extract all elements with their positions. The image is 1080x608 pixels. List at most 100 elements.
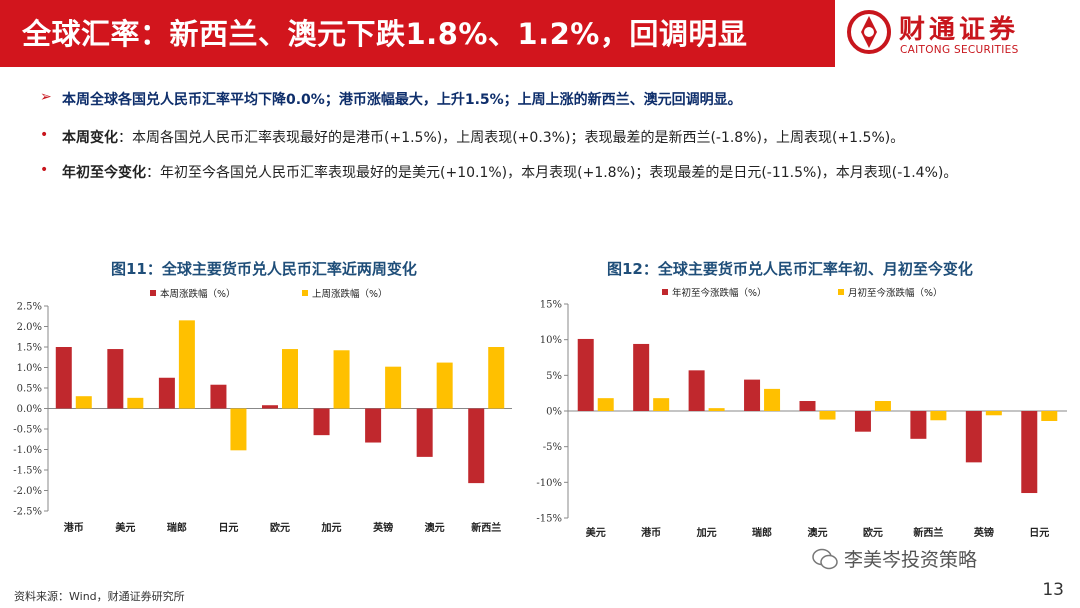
chart1-y-tick-label: -0.5% [13, 425, 42, 436]
dot-bullet-icon: • [40, 162, 49, 178]
chart2-bar-a [633, 343, 650, 411]
chart1-y-tick-label: -2.0% [13, 486, 42, 497]
chart1-legend-label: 本周涨跌幅（%） [160, 288, 236, 300]
chart1-y-tick-label: 1.5% [17, 343, 42, 354]
chart1-category-label: 加元 [321, 521, 342, 534]
chart1-bar-b [488, 347, 505, 409]
chart2-bar-a [688, 370, 705, 411]
chart2-y-tick-label: 5% [546, 371, 562, 382]
chart1-bar-b [75, 396, 92, 409]
logo-text-en: CAITONG SECURITIES [900, 44, 1019, 56]
chart1-bar-a [210, 384, 227, 409]
chart1-bar-b [230, 408, 247, 451]
dot-bullet-icon: • [40, 127, 49, 143]
chart2-bar-a [854, 411, 871, 432]
chart1-category-label: 日元 [218, 522, 238, 534]
chart1-y-tick-label: 1.0% [17, 363, 42, 374]
chart1-bar-a [313, 408, 330, 436]
wechat-icon [812, 548, 838, 570]
watermark-text: 李美岑投资策略 [844, 549, 978, 571]
chart1-y-tick-label: -1.5% [13, 466, 42, 477]
chart2-y-tick-label: 0% [546, 407, 562, 418]
chart1-bar-a [365, 408, 382, 443]
chart2-y-tick-label: -15% [536, 514, 562, 525]
chart1-y-tick-label: -2.5% [13, 507, 42, 518]
chart2-category-label: 港币 [641, 526, 661, 539]
weekly-text: ：本周各国兑人民币汇率表现最好的是港币(+1.5%)，上周表现(+0.3%)；表… [118, 130, 905, 146]
chart2-legend-swatch [838, 289, 844, 295]
chart1-category-label: 澳元 [425, 521, 445, 534]
chart1-bar-a [468, 408, 485, 484]
page-title: 全球汇率：新西兰、澳元下跌1.8%、1.2%，回调明显 [22, 17, 748, 51]
chart1-bar-a [107, 349, 124, 409]
chart2-bar-b [764, 388, 781, 411]
chart2-y-tick-label: 15% [540, 300, 562, 311]
chart1-bar-a [158, 377, 175, 409]
chart2-bar-b [597, 398, 614, 411]
source-note: 资料来源：Wind，财通证券研究所 [14, 590, 185, 603]
chart2-category-label: 英镑 [973, 526, 994, 539]
chart2-bar-a [744, 379, 761, 411]
chart1-legend-swatch [150, 290, 156, 296]
chart2-bar-b [985, 411, 1002, 416]
chart2-legend-label: 年初至今涨跌幅（%） [672, 287, 767, 299]
chart2-bar-b [708, 408, 725, 411]
chart1-title: 图11：全球主要货币兑人民币汇率近两周变化 [111, 260, 417, 278]
chart1-bar-b [385, 366, 402, 409]
arrow-bullet-icon: ➢ [40, 89, 52, 105]
chart2-bar-b [819, 411, 836, 420]
chart2-bar-b [653, 398, 670, 411]
chart2-bar-a [965, 411, 982, 463]
chart2-category-label: 澳元 [808, 526, 828, 539]
chart1-y-tick-label: -1.0% [13, 445, 42, 456]
ytd-text: ：年初至今各国兑人民币汇率表现最好的是美元(+10.1%)，本月表现(+1.8%… [146, 165, 958, 181]
chart2-category-label: 日元 [1029, 527, 1049, 539]
chart1-legend-label: 上周涨跌幅（%） [312, 288, 388, 300]
ytd-label: 年初至今变化 [62, 165, 146, 181]
chart1-category-label: 港币 [64, 521, 84, 534]
chart2-legend-swatch [662, 289, 668, 295]
chart1-category-label: 美元 [115, 521, 135, 534]
chart2-bar-a [577, 338, 594, 411]
header-banner: 全球汇率：新西兰、澳元下跌1.8%、1.2%，回调明显 财通证券 CAITONG… [0, 0, 1080, 67]
chart1-bar-a [262, 405, 278, 409]
summary-text: 本周全球各国兑人民币汇率平均下降0.0%；港币涨幅最大，上升1.5%；上周上涨的… [62, 92, 742, 108]
chart1-bar-b [127, 397, 144, 409]
chart1-y-tick-label: 0.0% [17, 404, 42, 415]
logo-text-cn: 财通证券 [899, 15, 1020, 45]
logo: 财通证券 CAITONG SECURITIES [835, 0, 1080, 67]
chart2-bar-a [799, 401, 816, 411]
chart2-y-tick-label: -5% [543, 442, 562, 453]
chart2-category-label: 瑞郎 [752, 526, 772, 539]
chart1-bar-b [436, 362, 453, 409]
chart2-bar-a [910, 411, 927, 439]
chart1-y-tick-label: 2.0% [17, 322, 42, 333]
page-number: 13 [1042, 580, 1064, 600]
watermark: 李美岑投资策略 [812, 545, 977, 572]
chart2-title: 图12：全球主要货币兑人民币汇率年初、月初至今变化 [607, 260, 973, 278]
chart2-y-tick-label: 10% [540, 335, 562, 346]
chart2-legend-label: 月初至今涨跌幅（%） [848, 287, 943, 299]
chart1: 2.5% 2.0% 1.5% 1.0% 0.5% 0.0% -0.5% -1.0% -1.5% -… [13, 288, 512, 534]
chart1-category-label: 瑞郎 [167, 521, 187, 534]
weekly-label: 本周变化 [62, 130, 118, 146]
chart1-category-label: 新西兰 [471, 521, 501, 534]
chart1-bar-a [416, 408, 433, 457]
chart1-bar-b [178, 320, 195, 409]
chart1-category-label: 英镑 [372, 521, 393, 534]
chart2-bar-b [874, 401, 891, 411]
chart2-bar-a [1021, 411, 1038, 494]
chart2-bar-b [930, 411, 947, 421]
chart1-y-tick-label: 0.5% [17, 384, 42, 395]
chart1-y-tick-label: 2.5% [17, 302, 42, 313]
chart2-category-label: 欧元 [863, 526, 883, 539]
chart2-bar-b [1041, 411, 1058, 421]
chart1-category-label: 欧元 [270, 521, 290, 534]
chart2-category-label: 加元 [696, 526, 717, 539]
chart2: 15% 10% 5% 0% -5% -10% -15% 美元 港币 加元 瑞郎 澳元 欧元 新西兰 英镑 日元… [536, 287, 1067, 539]
chart2-category-label: 新西兰 [913, 526, 943, 539]
caitong-logo-icon [847, 10, 891, 54]
chart2-category-label: 美元 [586, 526, 606, 539]
chart1-bar-b [333, 350, 350, 409]
chart1-bar-b [282, 349, 298, 409]
